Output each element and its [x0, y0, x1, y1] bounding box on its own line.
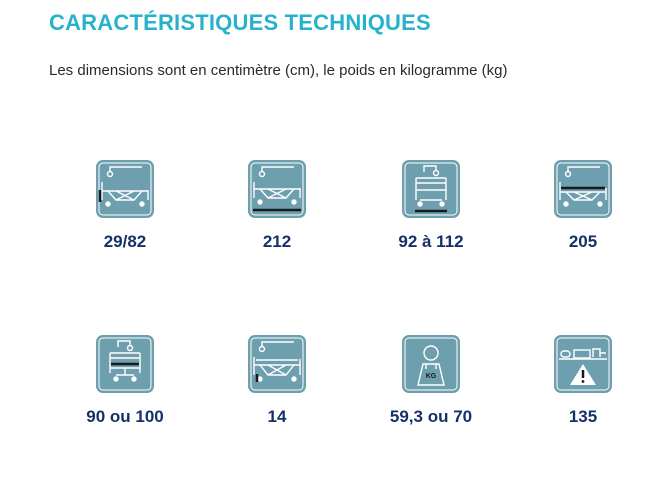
- spec-bed-side-rail-height: 14: [207, 335, 347, 427]
- spec-bed-overall-width: 92 à 112: [361, 160, 501, 252]
- spec-value: 92 à 112: [398, 232, 464, 251]
- spec-safe-working-load: 135: [513, 335, 653, 427]
- bed-side-rail-height-icon: [248, 335, 306, 393]
- spec-value: 90 ou 100: [86, 407, 164, 426]
- spec-bed-mattress-length: 205: [513, 160, 653, 252]
- spec-value: 205: [568, 232, 598, 251]
- spec-value: 29/82: [103, 232, 147, 251]
- spec-bed-length: 212: [207, 160, 347, 252]
- spec-bed-mattress-width: 90 ou 100: [55, 335, 195, 427]
- spec-bed-weight: KG 59,3 ou 70: [361, 335, 501, 427]
- bed-length-icon: [248, 160, 306, 218]
- bed-mattress-length-icon: [554, 160, 612, 218]
- spec-value: 135: [568, 407, 598, 426]
- bed-height-icon: [96, 160, 154, 218]
- safe-working-load-icon: [554, 335, 612, 393]
- spec-value: 212: [262, 232, 292, 251]
- spec-bed-height: 29/82: [55, 160, 195, 252]
- bed-overall-width-icon: [402, 160, 460, 218]
- spec-value: 14: [267, 407, 287, 426]
- bed-mattress-width-icon: [96, 335, 154, 393]
- spec-value: 59,3 ou 70: [389, 407, 473, 426]
- page-title: CARACTÉRISTIQUES TECHNIQUES: [49, 10, 431, 35]
- page-subtitle: Les dimensions sont en centimètre (cm), …: [49, 62, 508, 79]
- bed-weight-icon: KG: [402, 335, 460, 393]
- svg-text:KG: KG: [426, 373, 437, 380]
